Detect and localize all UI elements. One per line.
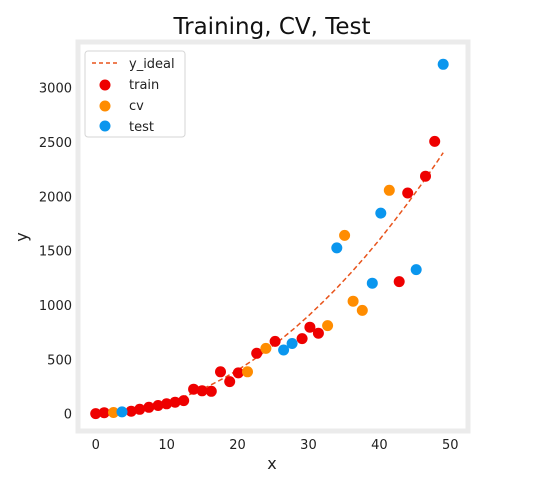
legend-label-y-ideal: y_ideal	[129, 57, 175, 72]
x-tick-label: 10	[158, 438, 175, 453]
y-tick-label: 0	[64, 408, 72, 423]
train-point	[393, 276, 405, 288]
train-point	[420, 170, 431, 182]
y-axis-ticks: 0 500 1000 1500 2000 2500 3000	[39, 82, 72, 423]
test-point	[410, 264, 422, 276]
train-point	[152, 400, 164, 411]
train-point	[143, 401, 155, 413]
legend-marker-cv	[99, 100, 111, 112]
train-point	[161, 398, 173, 410]
test-point	[116, 406, 128, 418]
train-point	[178, 395, 190, 407]
y-tick-label: 1000	[39, 299, 72, 314]
cv-point	[383, 184, 395, 196]
y-tick-label: 1500	[39, 245, 72, 260]
cv-point	[260, 342, 272, 354]
x-tick-label: 30	[300, 438, 317, 453]
series-layer	[90, 58, 449, 420]
x-tick-label: 20	[229, 438, 246, 453]
chart-title: Training, CV, Test	[172, 14, 370, 40]
train-point	[296, 333, 308, 345]
test-point	[331, 242, 343, 254]
y-tick-label: 2500	[39, 136, 72, 151]
test-point	[278, 344, 290, 356]
cv-point	[347, 295, 359, 307]
x-tick-label: 50	[442, 438, 459, 453]
train-point	[205, 385, 217, 397]
train-point	[134, 403, 146, 415]
cv-point	[339, 229, 351, 241]
legend-marker-test	[99, 120, 111, 132]
legend-label-cv: cv	[129, 99, 144, 114]
cv-point	[356, 304, 368, 316]
train-point	[90, 408, 102, 420]
x-axis-ticks: 0 10 20 30 40 50	[92, 438, 459, 453]
legend-label-test: test	[129, 120, 154, 135]
legend: y_ideal train cv test	[84, 50, 186, 138]
train-point	[98, 407, 110, 419]
train-point	[224, 376, 236, 388]
x-tick-label: 40	[371, 438, 388, 453]
train-point	[215, 366, 226, 378]
y-tick-label: 3000	[39, 82, 72, 97]
train-point	[188, 383, 200, 395]
legend-label-train: train	[129, 78, 159, 93]
train-point	[169, 396, 181, 408]
x-axis-label: x	[267, 454, 276, 473]
train-point	[304, 321, 316, 333]
train-point	[125, 405, 137, 417]
test-point	[366, 277, 378, 289]
train-point	[196, 385, 208, 397]
x-tick-label: 0	[92, 438, 100, 453]
y-axis-label: y	[12, 232, 31, 241]
train-point	[269, 335, 281, 347]
train-point	[312, 327, 324, 339]
y-tick-label: 2000	[39, 190, 72, 205]
train-point	[429, 135, 441, 147]
test-point	[375, 207, 387, 219]
train-point	[251, 347, 263, 359]
cv-point	[322, 320, 334, 332]
cv-point	[242, 366, 253, 378]
train-point	[402, 187, 414, 199]
cv-point	[108, 407, 119, 418]
test-point	[286, 338, 298, 349]
test-point	[437, 58, 449, 70]
legend-box	[84, 50, 186, 138]
y-tick-label: 500	[47, 353, 72, 368]
train-point	[232, 367, 244, 379]
legend-marker-train	[99, 79, 111, 91]
